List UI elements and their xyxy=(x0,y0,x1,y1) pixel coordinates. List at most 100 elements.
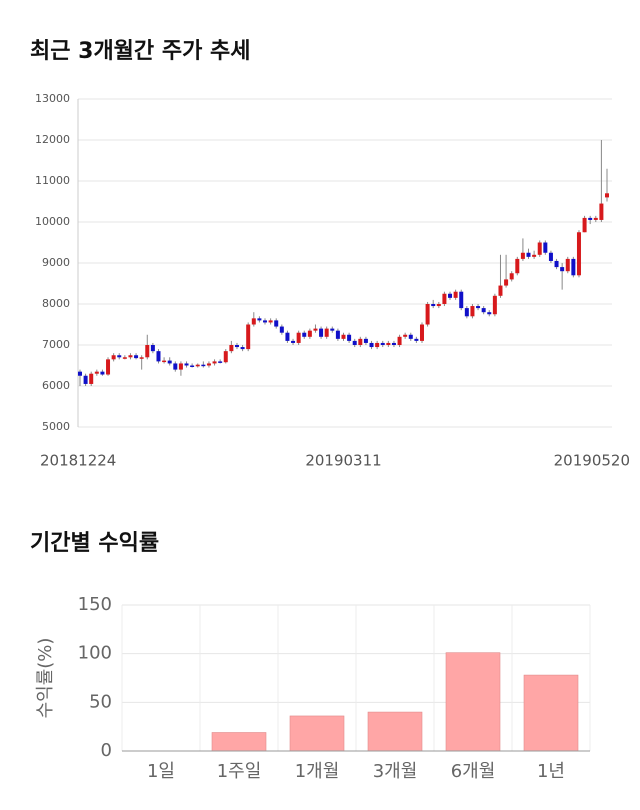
candle-body xyxy=(386,342,391,345)
candle-body xyxy=(515,258,520,274)
y-tick-label: 11000 xyxy=(35,174,70,187)
candle-body xyxy=(139,357,144,359)
candle-body xyxy=(128,355,133,358)
candle-body xyxy=(335,330,340,339)
candle-body xyxy=(173,363,178,370)
candle-body xyxy=(324,328,329,337)
candle-body xyxy=(448,293,453,298)
candle-body xyxy=(391,342,396,345)
candle-body xyxy=(106,359,111,375)
x-tick-label: 1년 xyxy=(537,761,565,782)
candle-body xyxy=(520,252,525,259)
candle-body xyxy=(330,328,335,331)
candle-body xyxy=(134,355,139,359)
candle-body xyxy=(229,345,234,352)
candle-body xyxy=(268,320,273,323)
candle-body xyxy=(94,371,99,374)
candle-body xyxy=(560,267,565,272)
candle-body xyxy=(532,254,537,257)
x-tick-label: 3개월 xyxy=(373,761,418,782)
candle-body xyxy=(302,332,307,337)
candle-body xyxy=(453,291,458,298)
candle-body xyxy=(593,217,598,220)
candle-body xyxy=(184,363,189,366)
candle-body xyxy=(313,328,318,331)
y-tick-label: 8000 xyxy=(42,297,70,310)
candle-body xyxy=(279,326,284,333)
y-tick-label: 13000 xyxy=(35,92,70,105)
candle-body xyxy=(156,351,161,362)
candle-body xyxy=(403,334,408,337)
candle-body xyxy=(257,318,262,321)
y-tick-label: 150 xyxy=(78,594,112,615)
y-axis-label: 수익률(%) xyxy=(35,638,56,719)
candle-body xyxy=(162,360,167,363)
candle-body xyxy=(167,360,172,364)
candle-body xyxy=(223,351,228,363)
candle-body xyxy=(543,242,548,253)
x-tick-label: 1주일 xyxy=(217,761,262,782)
candle-body xyxy=(285,332,290,341)
candle-body xyxy=(190,365,195,367)
candle-body xyxy=(509,273,514,280)
candle-body xyxy=(240,347,245,350)
candle-body xyxy=(582,217,587,233)
bar xyxy=(289,715,345,752)
y-tick-label: 9000 xyxy=(42,256,70,269)
candle-body xyxy=(352,340,357,345)
candle-body xyxy=(263,320,268,323)
y-tick-label: 100 xyxy=(78,643,112,664)
candle-body xyxy=(369,342,374,348)
y-tick-label: 7000 xyxy=(42,338,70,351)
x-tick-label: 1일 xyxy=(147,761,175,782)
x-tick-label: 1개월 xyxy=(295,761,340,782)
candle-body xyxy=(246,324,251,350)
candle-body xyxy=(431,304,436,307)
candle-body xyxy=(117,355,122,358)
y-tick-label: 50 xyxy=(89,691,112,712)
candle-body xyxy=(111,355,116,360)
candle-body xyxy=(375,342,380,348)
candle-body xyxy=(554,260,559,268)
candle-body xyxy=(307,330,312,337)
candle-body xyxy=(201,364,206,367)
y-tick-label: 0 xyxy=(101,740,112,761)
x-tick-label: 6개월 xyxy=(451,761,496,782)
candle-body xyxy=(150,345,155,352)
candle-body xyxy=(251,318,256,325)
y-tick-label: 12000 xyxy=(35,133,70,146)
candle-body xyxy=(195,364,200,367)
candle-body xyxy=(442,293,447,304)
candle-body xyxy=(78,371,82,376)
candle-body xyxy=(419,324,424,341)
candle-body xyxy=(380,342,385,345)
candle-body xyxy=(291,340,296,343)
candle-body xyxy=(459,291,464,309)
candle-body xyxy=(274,320,279,327)
candle-body xyxy=(397,336,402,345)
candle-body xyxy=(498,285,503,296)
candle-body xyxy=(83,375,88,384)
candle-body xyxy=(296,332,301,343)
x-tick-label: 20181224 xyxy=(40,452,116,470)
chart-title: 최근 3개월간 주가 추세 xyxy=(30,39,250,64)
candle-body xyxy=(178,363,183,370)
candle-body xyxy=(347,334,352,341)
candle-body xyxy=(218,361,223,363)
y-tick-label: 10000 xyxy=(35,215,70,228)
candle-body xyxy=(481,308,486,313)
bar xyxy=(367,711,423,752)
candle-body xyxy=(206,363,211,366)
candle-body xyxy=(571,258,576,276)
candle-body xyxy=(212,361,217,364)
x-tick-label: 20190520 xyxy=(554,452,630,470)
candle-body xyxy=(470,306,475,317)
candle-body xyxy=(476,306,481,309)
candle-body xyxy=(100,371,105,375)
x-tick-label: 20190311 xyxy=(305,452,381,470)
candle-body xyxy=(565,258,570,272)
candle-body xyxy=(537,242,542,255)
candle-body xyxy=(425,304,430,325)
